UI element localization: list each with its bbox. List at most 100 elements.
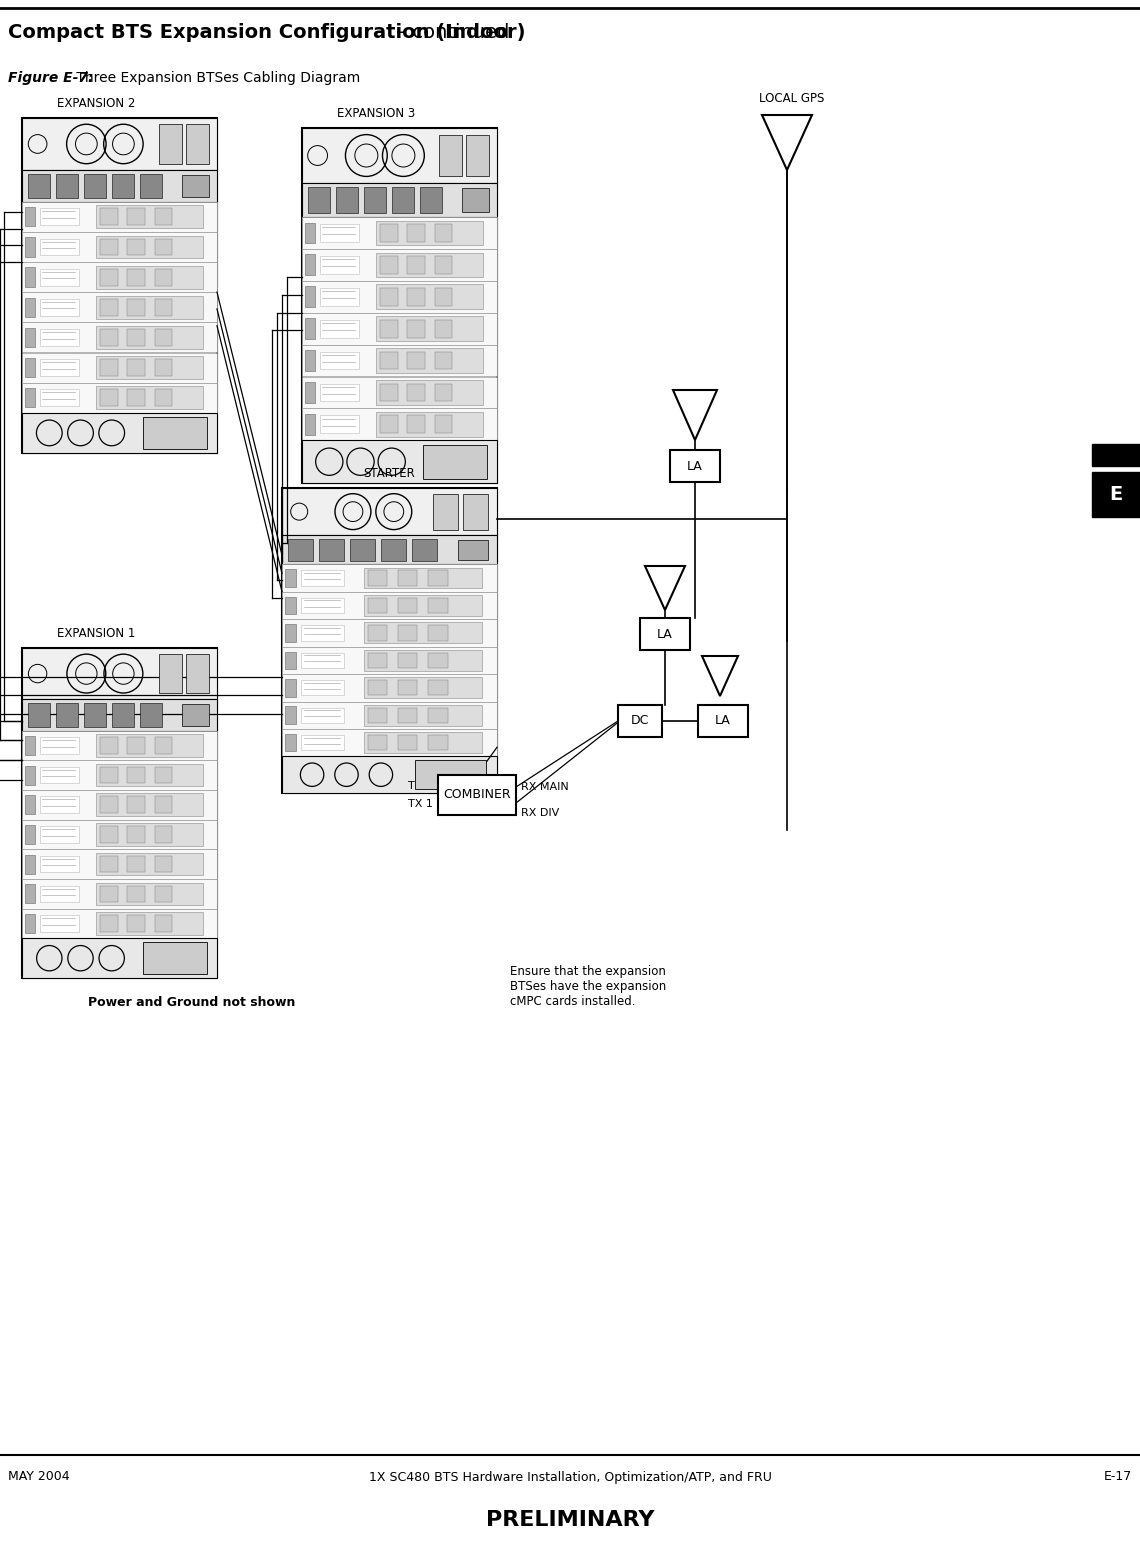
- Bar: [1092, 444, 1140, 466]
- Bar: [282, 728, 497, 756]
- Bar: [100, 329, 117, 346]
- Text: Three Expansion BTSes Cabling Diagram: Three Expansion BTSes Cabling Diagram: [72, 71, 360, 85]
- Bar: [434, 319, 453, 338]
- Text: PRELIMINARY: PRELIMINARY: [486, 1511, 654, 1531]
- Bar: [407, 352, 425, 369]
- Bar: [22, 202, 217, 231]
- Bar: [155, 826, 172, 842]
- Bar: [301, 625, 344, 640]
- Bar: [22, 880, 217, 909]
- Bar: [22, 909, 217, 938]
- Bar: [302, 128, 497, 483]
- Bar: [376, 316, 483, 341]
- Bar: [434, 352, 453, 369]
- Bar: [96, 236, 203, 258]
- Bar: [398, 597, 417, 613]
- Bar: [319, 287, 359, 306]
- Bar: [434, 384, 453, 401]
- Bar: [40, 767, 79, 784]
- Bar: [100, 796, 117, 813]
- Bar: [22, 938, 217, 978]
- Bar: [155, 239, 172, 256]
- Bar: [100, 826, 117, 842]
- Bar: [380, 384, 398, 401]
- Bar: [429, 625, 448, 640]
- Bar: [364, 622, 482, 643]
- Bar: [285, 734, 296, 751]
- Text: Power and Ground not shown: Power and Ground not shown: [88, 995, 295, 1009]
- Bar: [618, 705, 662, 738]
- Bar: [112, 704, 135, 727]
- Text: LA: LA: [687, 460, 703, 472]
- Text: Ensure that the expansion
BTSes have the expansion
cMPC cards installed.: Ensure that the expansion BTSes have the…: [510, 964, 666, 1008]
- Bar: [407, 384, 425, 401]
- Bar: [282, 535, 497, 565]
- Bar: [302, 440, 497, 483]
- Bar: [398, 680, 417, 696]
- Bar: [22, 117, 217, 454]
- Text: STARTER: STARTER: [364, 468, 415, 480]
- Bar: [128, 826, 145, 842]
- Bar: [304, 318, 315, 339]
- Bar: [100, 299, 117, 316]
- Bar: [304, 255, 315, 275]
- Bar: [319, 256, 359, 273]
- Bar: [182, 174, 210, 198]
- Bar: [40, 268, 79, 285]
- Bar: [155, 208, 172, 225]
- Bar: [434, 415, 453, 434]
- Bar: [376, 380, 483, 404]
- Bar: [429, 680, 448, 696]
- Bar: [301, 708, 344, 724]
- Bar: [158, 654, 182, 693]
- Bar: [128, 389, 145, 406]
- Bar: [421, 187, 442, 213]
- Text: E-17: E-17: [1104, 1470, 1132, 1483]
- Bar: [319, 224, 359, 242]
- Bar: [100, 767, 117, 784]
- Bar: [438, 775, 516, 815]
- Text: LA: LA: [715, 714, 731, 727]
- Bar: [25, 795, 34, 815]
- Bar: [434, 224, 453, 242]
- Bar: [128, 886, 145, 903]
- Bar: [285, 623, 296, 642]
- Bar: [301, 653, 344, 668]
- Bar: [96, 386, 203, 409]
- Bar: [429, 571, 448, 586]
- Bar: [319, 319, 359, 338]
- Bar: [96, 265, 203, 289]
- Bar: [140, 174, 162, 198]
- Bar: [282, 591, 497, 619]
- Bar: [25, 765, 34, 784]
- Bar: [40, 389, 79, 406]
- Bar: [40, 329, 79, 346]
- Bar: [407, 224, 425, 242]
- Bar: [25, 736, 34, 755]
- Bar: [302, 313, 497, 344]
- Bar: [25, 207, 34, 227]
- Bar: [40, 208, 79, 225]
- Bar: [380, 287, 398, 306]
- Bar: [155, 767, 172, 784]
- Bar: [22, 790, 217, 819]
- Bar: [463, 494, 488, 529]
- Bar: [27, 704, 50, 727]
- Bar: [302, 376, 497, 409]
- Bar: [376, 349, 483, 373]
- Bar: [398, 571, 417, 586]
- Bar: [84, 174, 106, 198]
- Bar: [407, 256, 425, 273]
- Bar: [155, 329, 172, 346]
- Bar: [112, 174, 135, 198]
- Bar: [282, 488, 497, 535]
- Bar: [398, 625, 417, 640]
- Text: TX 1: TX 1: [408, 799, 433, 809]
- Bar: [376, 412, 483, 437]
- Bar: [25, 298, 34, 316]
- Bar: [439, 134, 462, 176]
- Bar: [22, 730, 217, 761]
- Text: EXPANSION 2: EXPANSION 2: [57, 97, 136, 110]
- Bar: [368, 734, 388, 750]
- Bar: [22, 699, 217, 730]
